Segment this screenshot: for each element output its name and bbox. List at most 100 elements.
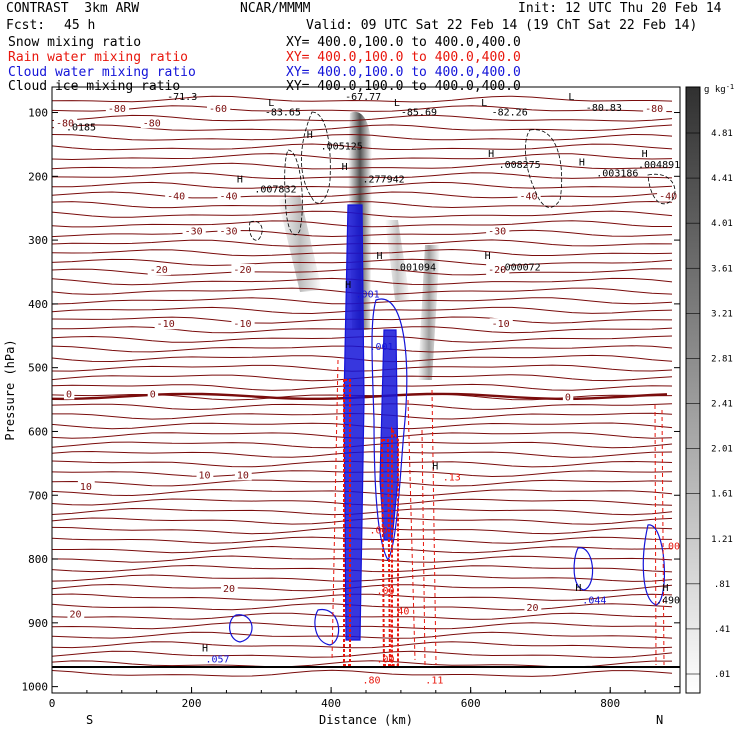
extremum-label: .001094 [394, 263, 436, 274]
y-tick-label: 700 [28, 489, 48, 502]
y-tick-label: 100 [28, 107, 48, 120]
extremum-label: .490 [656, 596, 680, 607]
colorbar-tick-label: 1.61 [711, 490, 733, 500]
temperature-label: -80 [108, 104, 126, 115]
extremum-label: H [663, 583, 669, 594]
temperature-label: -40 [167, 192, 185, 203]
extremum-label: -85.69 [401, 108, 437, 119]
field-name-cloud-water: Cloud water mixing ratio [8, 65, 196, 80]
extremum-label: H [642, 149, 648, 160]
extremum-label: L [568, 92, 574, 103]
isotherm-contour [52, 143, 673, 151]
temperature-label: -10 [157, 319, 175, 330]
temperature-label: -80 [645, 104, 663, 115]
isotherm-contour [52, 564, 673, 573]
temperature-label: 10 [199, 470, 211, 481]
y-tick-label: 200 [28, 170, 48, 183]
extremum-label: .0185 [66, 122, 96, 133]
cloud-water-lower-mid [314, 609, 340, 646]
temperature-label-background [486, 263, 510, 275]
extremum-label: H [575, 583, 581, 594]
extremum-label: -67.77 [345, 92, 381, 103]
y-tick-label: 300 [28, 234, 48, 247]
temperature-label-background [140, 117, 164, 129]
cloud-ice-contour-small [249, 220, 263, 241]
colorbar-tick-label: .41 [714, 625, 730, 635]
extremum-label: H [432, 462, 438, 473]
temperature-label-background [165, 190, 189, 202]
cloud-water-tower-main [343, 204, 365, 641]
temperature-label-background [231, 318, 255, 330]
colorbar: g kg-1 .01 .41 .81 1.21 1.61 2.01 2.41 2.81 3.21… [685, 83, 734, 694]
temperature-label-background [489, 318, 513, 330]
rain-water-outer-3 [421, 429, 426, 666]
temperature-label: 0 [150, 389, 156, 400]
colorbar-tick-label: .81 [714, 580, 730, 590]
extremum-label: L [481, 98, 487, 109]
temperature-label-background [217, 225, 241, 237]
isotherm-contour [52, 669, 673, 677]
rain-water-right-2 [661, 409, 665, 666]
extremum-label: .057 [206, 654, 230, 665]
extremum-label: H [237, 175, 243, 186]
extremum-label: .008275 [499, 160, 541, 171]
temperature-label-background [67, 608, 85, 620]
field-name-rain: Rain water mixing ratio [8, 50, 189, 65]
temperature-label-background [234, 469, 252, 481]
colorbar-tick-label: .01 [714, 670, 730, 680]
extremum-label: .007832 [254, 184, 296, 195]
isotherm-contour [52, 603, 673, 611]
colorbar-tick-label: 3.61 [711, 264, 733, 274]
x-axis: 0 200 400 600 800 [49, 687, 681, 710]
isotherm-contour [52, 133, 673, 141]
temperature-label: -10 [492, 319, 510, 330]
isotherm-contour [52, 631, 673, 639]
isotherm-contour [52, 124, 673, 132]
isotherm-contour [52, 95, 673, 103]
temperature-label: -60 [209, 104, 227, 115]
init-time: Init: 12 UTC Thu 20 Feb 14 [518, 1, 722, 16]
temperature-label: 10 [237, 470, 249, 481]
extremum-label: .277942 [363, 175, 405, 186]
temperature-label-background [220, 582, 238, 594]
extremum-label: .00 [662, 541, 680, 552]
field-xy-snow: XY= 400.0,100.0 to 400.0,400.0 [286, 35, 521, 50]
x-axis-title: Distance (km) [319, 713, 413, 727]
snow-plume-right [418, 245, 440, 380]
temperature-label-background [182, 225, 206, 237]
extremum-label: H [485, 251, 491, 262]
extremum-label: -82.26 [492, 108, 528, 119]
extremum-label: H [307, 130, 313, 141]
extremum-label: .001 [369, 342, 393, 353]
field-xy-rain: XY= 400.0,100.0 to 400.0,400.0 [286, 50, 521, 65]
temperature-label: 20 [223, 584, 235, 595]
extremum-label: H [345, 280, 351, 291]
rain-water-outer-2 [407, 399, 416, 661]
extremum-label: .044 [582, 596, 606, 607]
extremum-label: .80 [363, 675, 381, 686]
extremum-label: .11 [425, 675, 443, 686]
y-tick-label: 500 [28, 362, 48, 375]
colorbar-tick-label: 2.01 [711, 445, 733, 455]
center-label: NCAR/MMMM [240, 1, 311, 16]
colorbar-tick-label: 4.81 [711, 129, 733, 139]
snow-plume-left [278, 195, 322, 292]
valid-time: Valid: 09 UTC Sat 22 Feb 14 (19 ChT Sat … [306, 18, 698, 33]
isotherm-contour [52, 583, 673, 592]
temperature-label-background [207, 103, 231, 115]
temperature-label: -80 [56, 118, 74, 129]
colorbar-tick-label: 3.21 [711, 309, 733, 319]
temperature-label-background [105, 103, 130, 115]
colorbar-unit-base: g kg [704, 85, 726, 95]
x-tick-label: 600 [461, 697, 481, 710]
temperature-label: -30 [185, 227, 203, 238]
cloud-ice-contour-tall [284, 149, 303, 236]
temperature-label: -20 [233, 265, 251, 276]
rain-water-shaft-2 [391, 426, 399, 666]
extremum-label: H [342, 162, 348, 173]
temperature-label-background [54, 117, 78, 129]
x-tick-label: 200 [182, 697, 202, 710]
temperature-label-background [147, 388, 159, 400]
